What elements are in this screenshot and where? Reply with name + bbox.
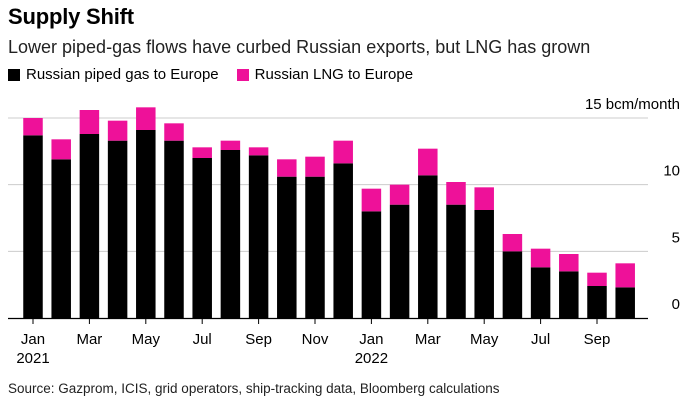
bar-lng	[474, 187, 494, 210]
bar-lng	[23, 118, 43, 136]
x-tick-year-label: 2022	[355, 350, 388, 367]
bar-piped-gas	[418, 175, 438, 318]
x-tick-year-label: 2021	[16, 350, 49, 367]
bar-lng	[79, 110, 100, 134]
chart-subtitle: Lower piped-gas flows have curbed Russia…	[8, 37, 591, 57]
bar-lng	[248, 147, 269, 156]
chart-title: Supply Shift	[8, 4, 134, 29]
bar-piped-gas	[559, 271, 579, 318]
bar-lng	[136, 107, 156, 130]
x-tick-label: Jan	[359, 331, 383, 348]
bar-lng	[220, 140, 241, 150]
y-tick-label: 15 bcm/month	[585, 96, 680, 113]
x-tick-label: Mar	[415, 331, 441, 348]
bar-piped-gas	[446, 204, 466, 318]
bar-piped-gas	[502, 251, 523, 318]
bar-lng	[107, 120, 128, 141]
bar-lng	[164, 123, 184, 141]
bar-piped-gas	[530, 267, 551, 318]
legend-label-piped: Russian piped gas to Europe	[26, 66, 219, 83]
bar-piped-gas	[305, 176, 325, 318]
bar-lng	[502, 234, 523, 252]
legend-item-piped: Russian piped gas to Europe	[8, 66, 219, 83]
bar-lng	[51, 139, 71, 160]
bar-piped-gas	[51, 159, 71, 318]
bar-lng	[192, 147, 212, 158]
bar-piped-gas	[79, 134, 100, 318]
x-tick-label: May	[470, 331, 499, 348]
bar-piped-gas	[615, 287, 635, 318]
bar-lng	[361, 188, 382, 212]
bar-piped-gas	[107, 140, 128, 318]
x-tick-label: Sep	[584, 331, 611, 348]
bar-lng	[305, 156, 325, 177]
x-tick-label: Nov	[302, 331, 329, 348]
y-tick-label: 0	[672, 296, 680, 313]
y-tick-label: 5	[672, 229, 680, 246]
legend-swatch-lng	[236, 68, 249, 81]
legend-swatch-piped	[8, 68, 20, 81]
bar-piped-gas	[333, 163, 353, 318]
chart-legend: Russian piped gas to Europe Russian LNG …	[8, 66, 431, 83]
bar-piped-gas	[164, 140, 184, 318]
bar-piped-gas	[136, 130, 156, 318]
legend-item-lng: Russian LNG to Europe	[236, 66, 414, 83]
x-tick-label: May	[132, 331, 161, 348]
bar-piped-gas	[361, 211, 382, 318]
bar-lng	[277, 159, 297, 177]
bar-lng	[446, 182, 466, 205]
bar-lng	[559, 254, 579, 272]
bar-piped-gas	[220, 150, 241, 318]
x-tick-label: Jul	[531, 331, 550, 348]
x-tick-label: Mar	[76, 331, 102, 348]
bar-piped-gas	[23, 135, 43, 318]
bar-lng	[530, 248, 551, 268]
bar-lng	[333, 140, 353, 164]
bar-lng	[615, 263, 635, 288]
bar-piped-gas	[389, 204, 410, 318]
bar-lng	[389, 184, 410, 205]
x-tick-label: Jan	[21, 331, 45, 348]
y-tick-label: 10	[663, 163, 680, 180]
x-tick-label: Jul	[193, 331, 212, 348]
bar-piped-gas	[474, 210, 494, 318]
bar-lng	[587, 272, 607, 286]
x-tick-label: Sep	[245, 331, 272, 348]
legend-label-lng: Russian LNG to Europe	[254, 66, 414, 83]
bar-piped-gas	[192, 158, 212, 318]
bar-piped-gas	[248, 155, 269, 318]
bar-piped-gas	[277, 176, 297, 318]
source-note: Source: Gazprom, ICIS, grid operators, s…	[8, 381, 500, 396]
bar-piped-gas	[587, 286, 607, 318]
bar-lng	[418, 148, 438, 176]
